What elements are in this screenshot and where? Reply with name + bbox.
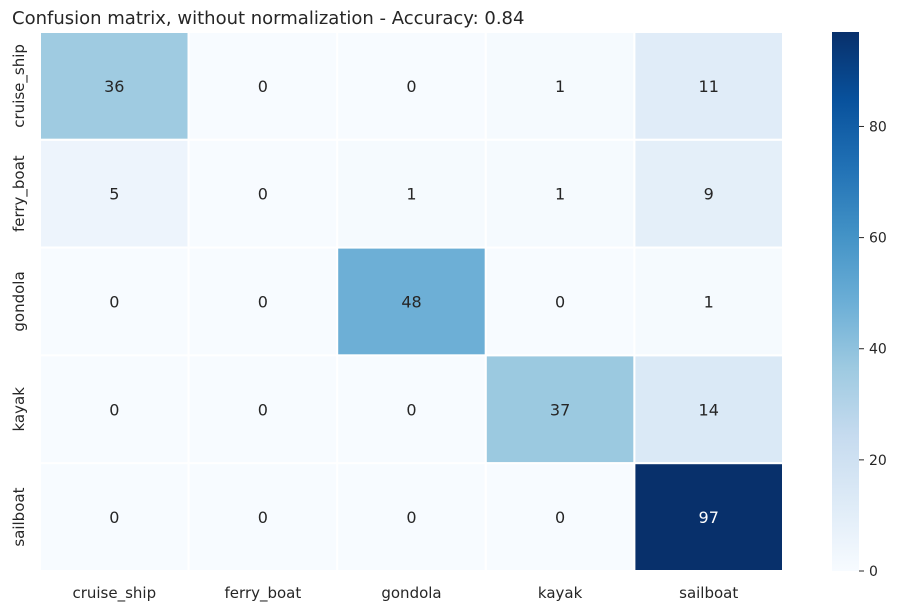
heatmap-cell-label: 0 [555,508,565,527]
heatmap-cell-label: 0 [555,293,565,312]
heatmap-cell-label: 97 [699,508,719,527]
heatmap-cell-label: 36 [104,77,124,96]
x-tick-label: ferry_boat [225,584,302,603]
colorbar-tick-label: 40 [869,342,887,358]
heatmap-cell [187,31,339,141]
heatmap-cell [633,138,785,249]
heatmap-cell [633,462,785,573]
heatmap-cell [187,354,339,465]
chart-title: Confusion matrix, without normalization … [12,8,524,29]
x-tick-label: cruise_ship [72,584,156,603]
y-tick-label: ferry_boat [10,155,29,232]
heatmap-cell [39,138,190,249]
colorbar-tick-label: 60 [869,231,887,247]
heatmap-cell-label: 9 [704,185,714,204]
heatmap-cell-label: 0 [258,185,268,204]
heatmap-cell [484,354,636,465]
heatmap-cell [39,354,190,465]
colorbar-gradient [832,32,859,571]
colorbar-tick-label: 80 [869,119,887,135]
x-tick-label: sailboat [679,584,738,602]
heatmap-cell-label: 1 [704,293,714,312]
heatmap-cell-label: 48 [401,293,421,312]
heatmap-cell [187,246,339,357]
heatmap-cell [39,462,190,573]
heatmap-cell-label: 0 [406,400,416,419]
heatmap-cell-label: 0 [109,293,119,312]
heatmap-cell [187,462,339,573]
heatmap-cell-label: 0 [406,77,416,96]
heatmap-cell [336,138,487,249]
heatmap-cell-label: 0 [258,508,268,527]
heatmap-cell-label: 0 [258,400,268,419]
heatmap-cell-label: 0 [258,293,268,312]
heatmap-cell-label: 5 [109,185,119,204]
heatmap-cell [336,354,487,465]
colorbar-tick-label: 0 [869,564,878,580]
heatmap-cell-label: 0 [258,77,268,96]
y-tick-label: kayak [10,387,28,432]
heatmap-cell-label: 14 [699,400,719,419]
colorbar-tick-labels: 0 20 40 60 80 [859,119,887,580]
heatmap-cell [336,462,487,573]
heatmap-cell [39,31,190,141]
y-tick-label: cruise_ship [10,44,29,128]
heatmap-cell-labels: 36 0 0 1 115 0 1 1 90 0 48 0 10 0 0 37 140 0 0 0 97 [104,77,719,527]
heatmap-cells [39,31,785,573]
heatmap-cell [336,31,487,141]
colorbar: 0 20 40 60 80 [832,32,887,580]
heatmap-cell-label: 1 [555,185,565,204]
heatmap-cell-label: 0 [406,508,416,527]
y-tick-label: gondola [10,271,28,331]
heatmap-cell [484,246,636,357]
heatmap-cell-label: 1 [406,185,416,204]
colorbar-tick-label: 20 [869,453,887,469]
y-tick-label: sailboat [10,487,28,546]
heatmap-cell-label: 11 [699,77,719,96]
x-tick-label: gondola [381,584,441,602]
heatmap-cell [633,354,785,465]
x-axis-tick-labels: cruise_ship ferry_boat gondola kayak sailboa… [72,584,738,603]
heatmap-cell-label: 1 [555,77,565,96]
heatmap-cell-label: 0 [109,400,119,419]
heatmap-cell-label: 37 [550,400,570,419]
heatmap-cell-label: 0 [109,508,119,527]
x-tick-label: kayak [538,584,583,602]
heatmap-cell [484,31,636,141]
